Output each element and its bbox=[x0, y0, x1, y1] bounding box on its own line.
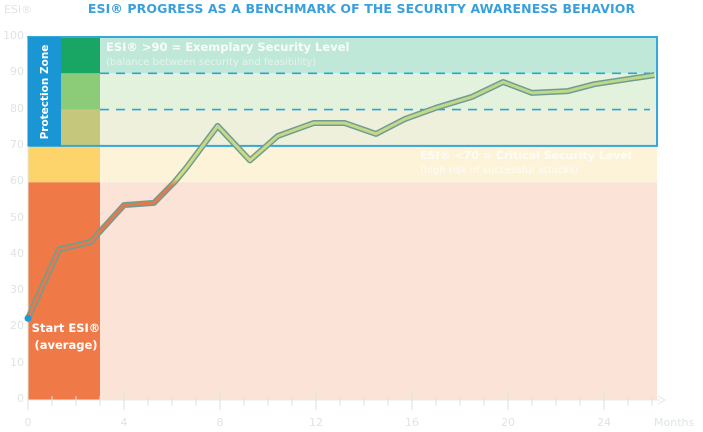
x-tick-label: 4 bbox=[120, 416, 128, 429]
critical-subannotation: (high risk of successful attacks) bbox=[420, 165, 579, 176]
x-tick-label: 16 bbox=[405, 416, 419, 429]
start-esi-label: Start ESI® (average) bbox=[30, 320, 102, 354]
zone-swatch-protection-mid bbox=[61, 73, 100, 110]
y-tick-label: 10 bbox=[10, 355, 24, 369]
protection-zone-label: Protection Zone bbox=[38, 44, 51, 139]
y-tick-label: 80 bbox=[10, 101, 24, 115]
y-tick-label: 90 bbox=[10, 65, 24, 79]
series-line bbox=[26, 73, 655, 319]
exemplary-subannotation: (balance between security and feasibilit… bbox=[106, 57, 317, 68]
x-tick-label: 8 bbox=[216, 416, 224, 429]
x-tick-label: 0 bbox=[24, 416, 32, 429]
x-axis-label: Months bbox=[654, 416, 695, 429]
y-tick-label: 20 bbox=[10, 319, 24, 333]
start-point bbox=[24, 314, 32, 322]
start-esi-line2: (average) bbox=[34, 338, 98, 352]
y-tick-label: 40 bbox=[10, 246, 24, 260]
zone-swatch-exemplary bbox=[61, 37, 100, 74]
zone-swatch-protection-low bbox=[61, 109, 100, 146]
critical-annotation: ESI® <70 = Critical Security Level bbox=[420, 149, 632, 162]
y-tick-label: 30 bbox=[10, 283, 24, 297]
y-tick-label: 50 bbox=[10, 210, 24, 224]
start-esi-line1: Start ESI® bbox=[31, 321, 101, 335]
x-tick-label: 20 bbox=[501, 416, 515, 429]
x-tick-label: 12 bbox=[309, 416, 323, 429]
y-tick-label: 60 bbox=[10, 174, 24, 188]
y-tick-label: 70 bbox=[10, 137, 24, 151]
y-tick-label: 100 bbox=[3, 29, 24, 42]
chart-title: ESI® PROGRESS AS A BENCHMARK OF THE SECU… bbox=[87, 1, 636, 16]
x-axis-arrow-icon bbox=[657, 395, 667, 405]
zone-band-critical bbox=[100, 182, 657, 400]
zone-swatch-warning bbox=[28, 145, 100, 183]
exemplary-annotation: ESI® >90 = Exemplary Security Level bbox=[106, 40, 350, 54]
y-tick-label: 0 bbox=[17, 392, 24, 405]
protection-zone-label-strip: Protection Zone bbox=[28, 37, 61, 146]
y-axis-label: ESI® bbox=[4, 3, 33, 16]
zone-band-exemplary bbox=[100, 37, 657, 74]
x-tick-label: 24 bbox=[597, 416, 611, 429]
zone-band-protection-low bbox=[100, 109, 657, 146]
